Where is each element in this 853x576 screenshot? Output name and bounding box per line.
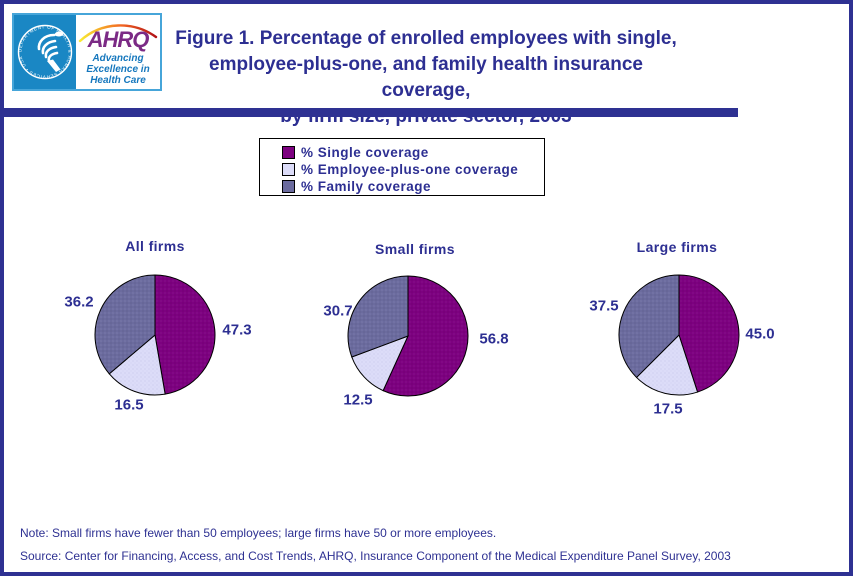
legend-label: % Family coverage [301, 178, 432, 194]
pie-2-slice-2 [618, 274, 680, 379]
ahrq-tagline-line: Excellence in [86, 64, 150, 75]
header-divider-bar [4, 108, 738, 117]
figure-title-line: employee-plus-one, and family health ins… [209, 54, 643, 101]
pie-chart-large-firms [618, 274, 740, 396]
pie-value-label: 56.8 [479, 330, 509, 348]
legend-label: % Employee-plus-one coverage [301, 161, 519, 177]
figure-note: Note: Small firms have fewer than 50 emp… [20, 526, 497, 540]
ahrq-swoosh-icon [78, 24, 158, 43]
hhs-eagle-icon [37, 33, 59, 63]
pie-0-slice-2 [94, 274, 156, 375]
pie-0-slice-1 [108, 334, 166, 396]
pie-value-label: 12.5 [343, 391, 373, 409]
ahrq-tagline-line: Health Care [90, 75, 146, 86]
pie-0-slice-0 [154, 274, 216, 395]
ahrq-tagline-line: Advancing [92, 53, 144, 64]
hhs-seal-icon: DEPARTMENT OF HEALTH & HUMAN SERVICES • … [14, 15, 76, 89]
pie-2-slice-0 [678, 274, 740, 393]
ahrq-tagline: Advancing Excellence in Health Care [76, 53, 160, 86]
pie-value-label: 17.5 [653, 400, 683, 418]
pie-value-label: 47.3 [222, 321, 252, 339]
pie-title-all-firms: All firms [125, 238, 185, 254]
pie-1-slice-0 [382, 275, 469, 397]
pie-value-label: 45.0 [745, 325, 775, 343]
pie-value-label: 16.5 [114, 396, 144, 414]
hhs-ahrq-logo: DEPARTMENT OF HEALTH & HUMAN SERVICES • … [12, 13, 162, 91]
pie-2-slice-1 [635, 334, 699, 396]
legend-item-family: % Family coverage [282, 178, 544, 194]
figure-source: Source: Center for Financing, Access, an… [20, 549, 731, 563]
legend-label: % Single coverage [301, 144, 429, 160]
legend-item-plus-one: % Employee-plus-one coverage [282, 161, 544, 177]
ahrq-logo: AHRQ Advancing Excellence in Health Care [76, 15, 160, 89]
pie-chart-small-firms [347, 275, 469, 397]
pie-1-slice-2 [347, 275, 409, 358]
pie-chart-all-firms [94, 274, 216, 396]
ahrq-wordmark: AHRQ [87, 27, 150, 52]
chart-legend: % Single coverage % Employee-plus-one co… [259, 138, 545, 196]
pie-value-label: 36.2 [64, 293, 94, 311]
legend-item-single: % Single coverage [282, 144, 544, 160]
legend-swatch [282, 145, 295, 159]
legend-swatch [282, 162, 295, 176]
pie-title-large-firms: Large firms [636, 239, 718, 255]
legend-swatch [282, 179, 295, 193]
pie-title-small-firms: Small firms [375, 241, 455, 257]
pie-value-label: 30.7 [323, 302, 353, 320]
figure-title-line: Figure 1. Percentage of enrolled employe… [175, 28, 677, 49]
pie-value-label: 37.5 [589, 297, 619, 315]
